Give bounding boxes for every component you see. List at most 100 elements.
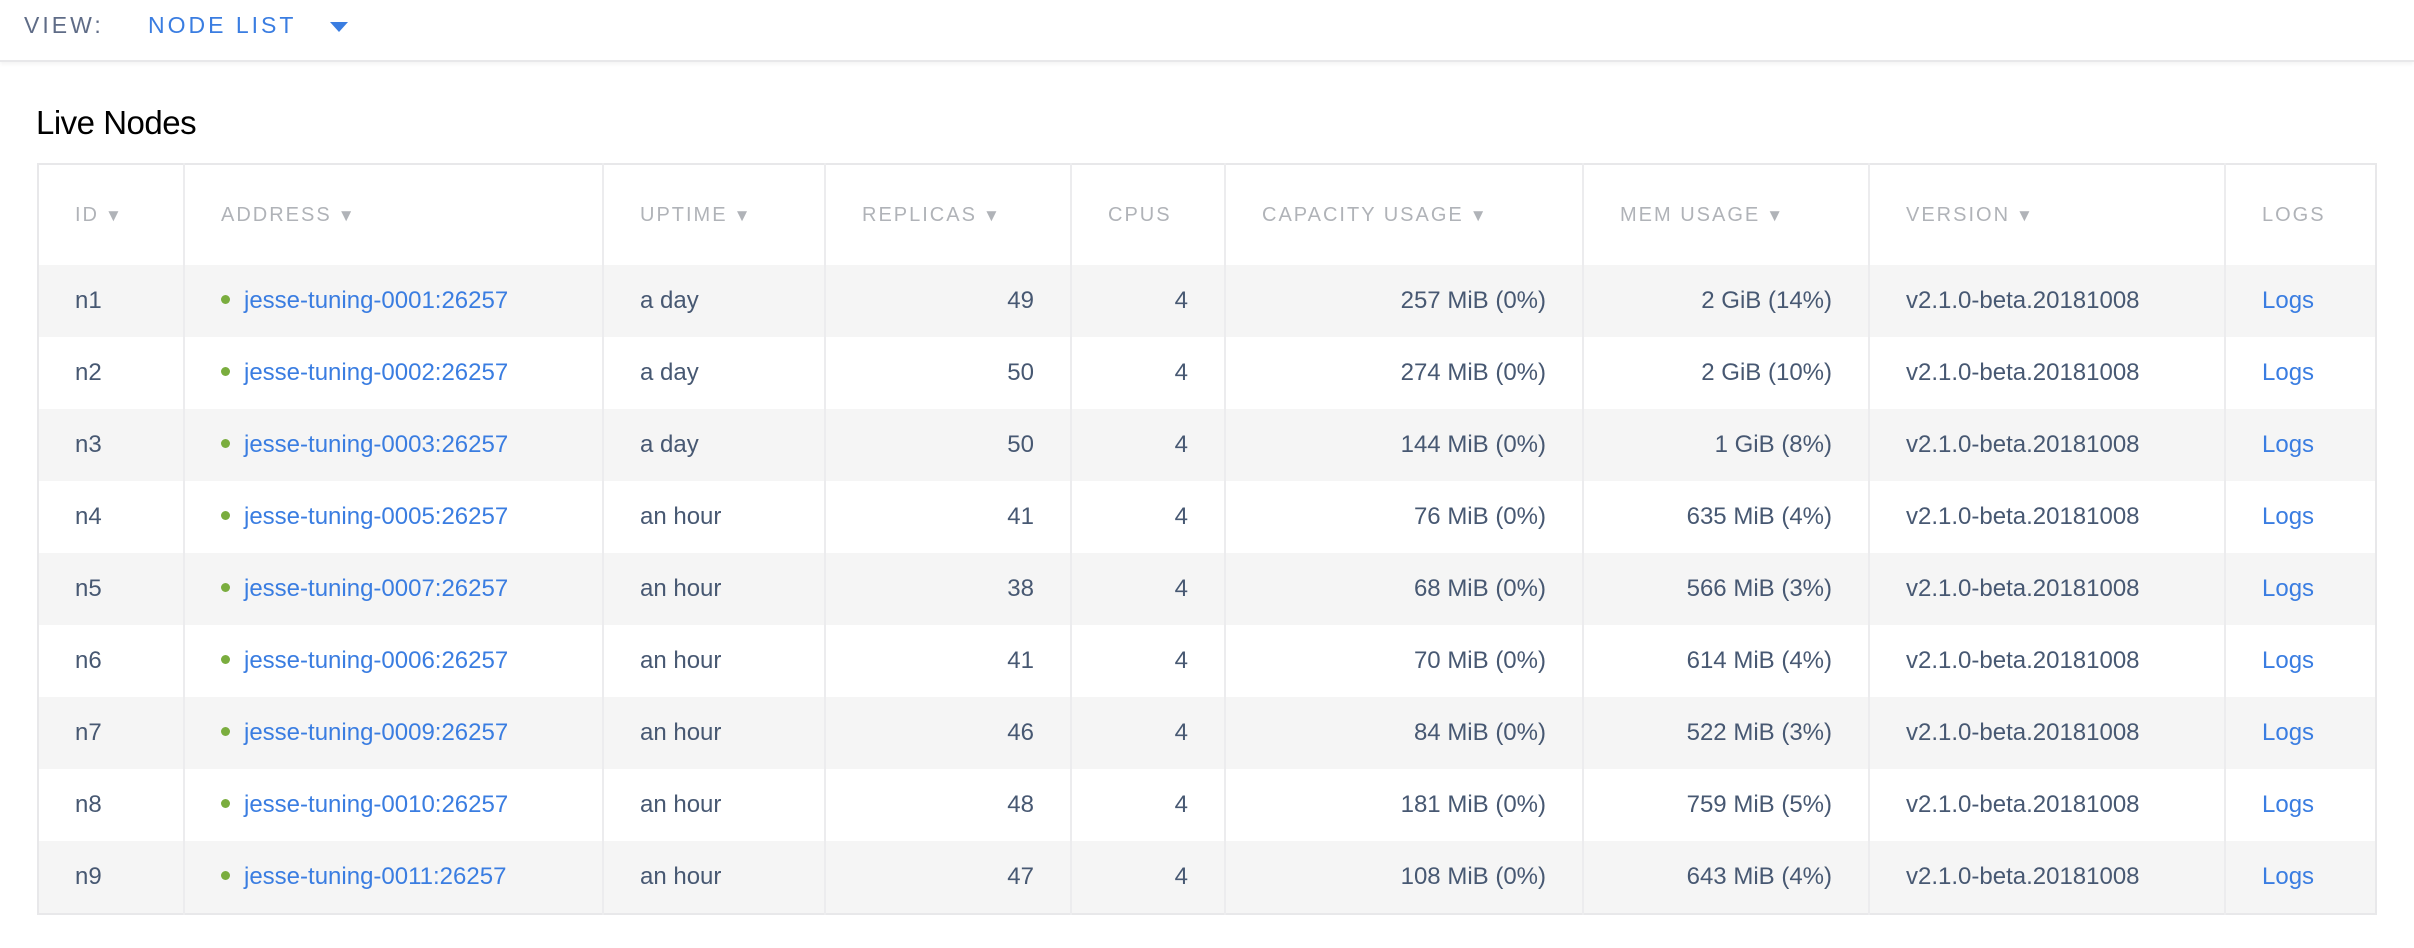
cell-cpus: 4 xyxy=(1071,481,1225,553)
node-address-link[interactable]: jesse-tuning-0007:26257 xyxy=(244,575,508,602)
cell-replicas: 50 xyxy=(825,409,1071,481)
view-label: VIEW: xyxy=(24,12,104,39)
column-header-id[interactable]: ID ▼ xyxy=(38,164,184,265)
view-selector[interactable]: NODE LIST xyxy=(148,12,296,39)
node-address-link[interactable]: jesse-tuning-0010:26257 xyxy=(244,791,508,818)
cell-logs-link: Logs xyxy=(2225,265,2376,337)
column-header-capacity-usage[interactable]: CAPACITY USAGE ▼ xyxy=(1225,164,1583,265)
cell-node-address: jesse-tuning-0011:26257 xyxy=(184,841,603,914)
logs-link[interactable]: Logs xyxy=(2262,647,2314,674)
column-header-label: ID xyxy=(75,204,99,226)
table-row: n9jesse-tuning-0011:26257an hour474108 M… xyxy=(38,841,2376,914)
cell-mem-usage: 2 GiB (10%) xyxy=(1583,337,1869,409)
nodes-table: ID▼ADDRESS▼UPTIME▼REPLICAS▼CPUSCAPACITY … xyxy=(37,163,2377,915)
cell-uptime: an hour xyxy=(603,625,825,697)
column-header-replicas[interactable]: REPLICAS ▼ xyxy=(825,164,1071,265)
column-header-label: CPUS xyxy=(1108,204,1172,226)
status-live-dot-icon xyxy=(221,655,230,664)
cell-mem-usage: 643 MiB (4%) xyxy=(1583,841,1869,914)
cell-replicas: 41 xyxy=(825,625,1071,697)
sort-caret-icon[interactable]: ▼ xyxy=(338,206,357,225)
cell-capacity-usage: 68 MiB (0%) xyxy=(1225,553,1583,625)
cell-logs-link: Logs xyxy=(2225,481,2376,553)
cell-capacity-usage: 76 MiB (0%) xyxy=(1225,481,1583,553)
sort-caret-icon[interactable]: ▼ xyxy=(983,206,1002,225)
column-header-mem-usage[interactable]: MEM USAGE▼ xyxy=(1583,164,1869,265)
column-header-label: REPLICAS xyxy=(862,204,977,226)
cpus-value: 4 xyxy=(1175,431,1188,458)
sort-caret-icon[interactable]: ▼ xyxy=(1470,206,1489,225)
logs-link[interactable]: Logs xyxy=(2262,359,2314,386)
node-address-link[interactable]: jesse-tuning-0003:26257 xyxy=(244,431,508,458)
cell-mem-usage: 759 MiB (5%) xyxy=(1583,769,1869,841)
cell-cpus: 4 xyxy=(1071,769,1225,841)
cell-version: v2.1.0-beta.20181008 xyxy=(1869,841,2225,914)
uptime-value: a day xyxy=(640,287,699,314)
cell-node-id: n7 xyxy=(38,697,184,769)
cell-version: v2.1.0-beta.20181008 xyxy=(1869,409,2225,481)
cell-uptime: an hour xyxy=(603,553,825,625)
node-id-value: n6 xyxy=(75,647,102,674)
cell-mem-usage: 2 GiB (14%) xyxy=(1583,265,1869,337)
node-address-link[interactable]: jesse-tuning-0002:26257 xyxy=(244,359,508,386)
cell-version: v2.1.0-beta.20181008 xyxy=(1869,265,2225,337)
logs-link[interactable]: Logs xyxy=(2262,503,2314,530)
cell-replicas: 48 xyxy=(825,769,1071,841)
logs-link[interactable]: Logs xyxy=(2262,719,2314,746)
column-header-label: LOGS xyxy=(2262,204,2326,226)
version-value: v2.1.0-beta.20181008 xyxy=(1906,503,2140,530)
cpus-value: 4 xyxy=(1175,791,1188,818)
column-header-uptime[interactable]: UPTIME▼ xyxy=(603,164,825,265)
capacity-usage-value: 257 MiB (0%) xyxy=(1401,287,1546,314)
version-value: v2.1.0-beta.20181008 xyxy=(1906,719,2140,746)
uptime-value: an hour xyxy=(640,503,721,530)
logs-link[interactable]: Logs xyxy=(2262,791,2314,818)
logs-link[interactable]: Logs xyxy=(2262,431,2314,458)
sort-caret-icon[interactable]: ▼ xyxy=(2016,206,2035,225)
cell-mem-usage: 566 MiB (3%) xyxy=(1583,553,1869,625)
cell-capacity-usage: 274 MiB (0%) xyxy=(1225,337,1583,409)
node-address-link[interactable]: jesse-tuning-0006:26257 xyxy=(244,647,508,674)
cell-cpus: 4 xyxy=(1071,265,1225,337)
sort-caret-icon[interactable]: ▼ xyxy=(1766,206,1785,225)
cell-uptime: an hour xyxy=(603,769,825,841)
column-header-version[interactable]: VERSION ▼ xyxy=(1869,164,2225,265)
chevron-down-icon[interactable] xyxy=(330,22,348,32)
status-live-dot-icon xyxy=(221,799,230,808)
node-address-link[interactable]: jesse-tuning-0011:26257 xyxy=(244,863,506,890)
column-header-label: VERSION xyxy=(1906,204,2010,226)
logs-link[interactable]: Logs xyxy=(2262,287,2314,314)
node-id-value: n5 xyxy=(75,575,102,602)
node-address-link[interactable]: jesse-tuning-0001:26257 xyxy=(244,287,508,314)
status-live-dot-icon xyxy=(221,583,230,592)
column-header-address[interactable]: ADDRESS▼ xyxy=(184,164,603,265)
cell-node-address: jesse-tuning-0009:26257 xyxy=(184,697,603,769)
version-value: v2.1.0-beta.20181008 xyxy=(1906,575,2140,602)
logs-link[interactable]: Logs xyxy=(2262,575,2314,602)
sort-caret-icon[interactable]: ▼ xyxy=(734,206,753,225)
cell-mem-usage: 635 MiB (4%) xyxy=(1583,481,1869,553)
replicas-value: 38 xyxy=(1007,575,1034,602)
cell-node-id: n3 xyxy=(38,409,184,481)
cell-node-address: jesse-tuning-0005:26257 xyxy=(184,481,603,553)
cell-node-address: jesse-tuning-0001:26257 xyxy=(184,265,603,337)
cell-node-address: jesse-tuning-0003:26257 xyxy=(184,409,603,481)
cell-node-address: jesse-tuning-0010:26257 xyxy=(184,769,603,841)
node-address-link[interactable]: jesse-tuning-0009:26257 xyxy=(244,719,508,746)
table-row: n1jesse-tuning-0001:26257a day494257 MiB… xyxy=(38,265,2376,337)
cell-mem-usage: 614 MiB (4%) xyxy=(1583,625,1869,697)
uptime-value: a day xyxy=(640,359,699,386)
cell-logs-link: Logs xyxy=(2225,769,2376,841)
cell-mem-usage: 522 MiB (3%) xyxy=(1583,697,1869,769)
node-id-value: n3 xyxy=(75,431,102,458)
uptime-value: an hour xyxy=(640,575,721,602)
logs-link[interactable]: Logs xyxy=(2262,863,2314,890)
column-header-label: CAPACITY USAGE xyxy=(1262,204,1464,226)
mem-usage-value: 2 GiB (10%) xyxy=(1701,359,1832,386)
cell-cpus: 4 xyxy=(1071,625,1225,697)
cell-node-address: jesse-tuning-0002:26257 xyxy=(184,337,603,409)
node-address-link[interactable]: jesse-tuning-0005:26257 xyxy=(244,503,508,530)
sort-caret-icon[interactable]: ▼ xyxy=(105,206,124,225)
cell-uptime: an hour xyxy=(603,481,825,553)
cell-replicas: 38 xyxy=(825,553,1071,625)
